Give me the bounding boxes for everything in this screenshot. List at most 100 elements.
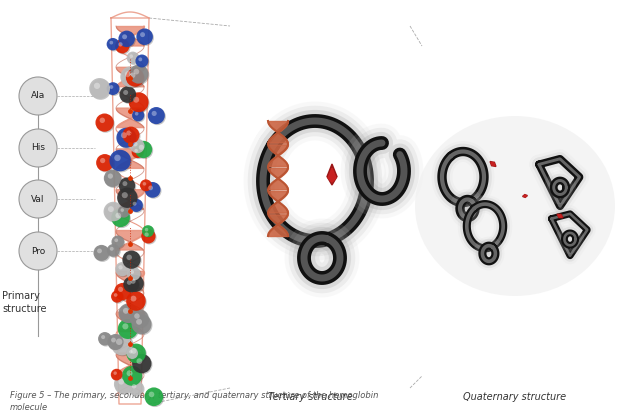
Circle shape [112,236,125,249]
Circle shape [107,39,120,52]
Circle shape [111,290,124,302]
Circle shape [119,42,122,47]
Circle shape [122,126,140,144]
Circle shape [107,82,119,95]
Circle shape [130,72,135,78]
Circle shape [135,112,139,116]
Circle shape [127,370,132,376]
Circle shape [128,268,142,282]
Circle shape [141,181,153,192]
Circle shape [114,238,118,242]
Circle shape [127,255,132,260]
Circle shape [152,111,157,116]
Text: Pro: Pro [31,247,45,255]
Circle shape [130,139,145,153]
Circle shape [127,280,132,285]
Circle shape [140,32,145,37]
Circle shape [149,391,154,397]
Circle shape [132,314,152,334]
Circle shape [127,69,145,88]
Circle shape [119,86,136,103]
Circle shape [124,277,140,293]
Circle shape [130,93,150,113]
Circle shape [130,348,137,354]
Circle shape [98,332,112,346]
Circle shape [129,92,149,112]
Circle shape [127,292,147,312]
Circle shape [120,67,141,87]
Circle shape [19,180,57,218]
Circle shape [119,32,136,48]
Circle shape [129,381,145,397]
Circle shape [136,319,142,325]
Circle shape [124,252,142,270]
Circle shape [122,250,140,269]
Circle shape [130,270,134,274]
Circle shape [119,379,124,385]
Circle shape [143,182,146,186]
Circle shape [127,349,139,360]
Circle shape [127,347,138,359]
Circle shape [114,293,117,297]
Circle shape [149,108,166,125]
Circle shape [126,291,146,311]
Circle shape [132,384,137,389]
Circle shape [114,374,134,394]
Circle shape [136,142,153,159]
Circle shape [126,68,144,87]
Circle shape [119,207,131,219]
Circle shape [112,209,131,228]
Circle shape [119,178,135,194]
Circle shape [110,247,114,251]
Circle shape [19,129,57,167]
Circle shape [133,147,145,159]
Circle shape [134,149,138,152]
Circle shape [121,67,142,88]
Circle shape [116,263,130,277]
Circle shape [115,262,129,276]
Polygon shape [524,195,527,197]
Circle shape [145,233,149,237]
Circle shape [115,39,129,53]
Circle shape [112,291,124,304]
Circle shape [97,248,102,253]
Circle shape [108,173,113,179]
Circle shape [134,69,139,74]
Circle shape [142,225,154,237]
Circle shape [145,182,160,198]
Circle shape [119,265,123,270]
Circle shape [130,200,144,213]
Circle shape [122,192,128,198]
Circle shape [123,90,128,95]
Circle shape [97,114,115,133]
Circle shape [19,77,57,115]
Circle shape [118,188,139,209]
Circle shape [127,52,140,65]
Circle shape [122,366,142,386]
Circle shape [111,338,116,342]
Circle shape [100,118,105,123]
Polygon shape [490,161,496,166]
Circle shape [119,31,135,47]
Circle shape [129,64,149,84]
Circle shape [119,303,138,323]
Circle shape [111,369,122,381]
Circle shape [101,335,105,339]
Circle shape [134,142,138,146]
Circle shape [107,38,119,50]
Circle shape [118,287,123,292]
Circle shape [127,344,147,364]
Circle shape [133,202,137,206]
Circle shape [100,158,105,163]
Circle shape [148,107,165,124]
Circle shape [143,226,155,238]
Circle shape [142,230,157,245]
Circle shape [107,244,120,257]
Circle shape [94,245,110,261]
Circle shape [109,41,113,45]
Circle shape [133,315,152,335]
Circle shape [137,30,154,46]
Circle shape [145,387,163,406]
Circle shape [135,54,149,67]
Circle shape [127,275,144,292]
